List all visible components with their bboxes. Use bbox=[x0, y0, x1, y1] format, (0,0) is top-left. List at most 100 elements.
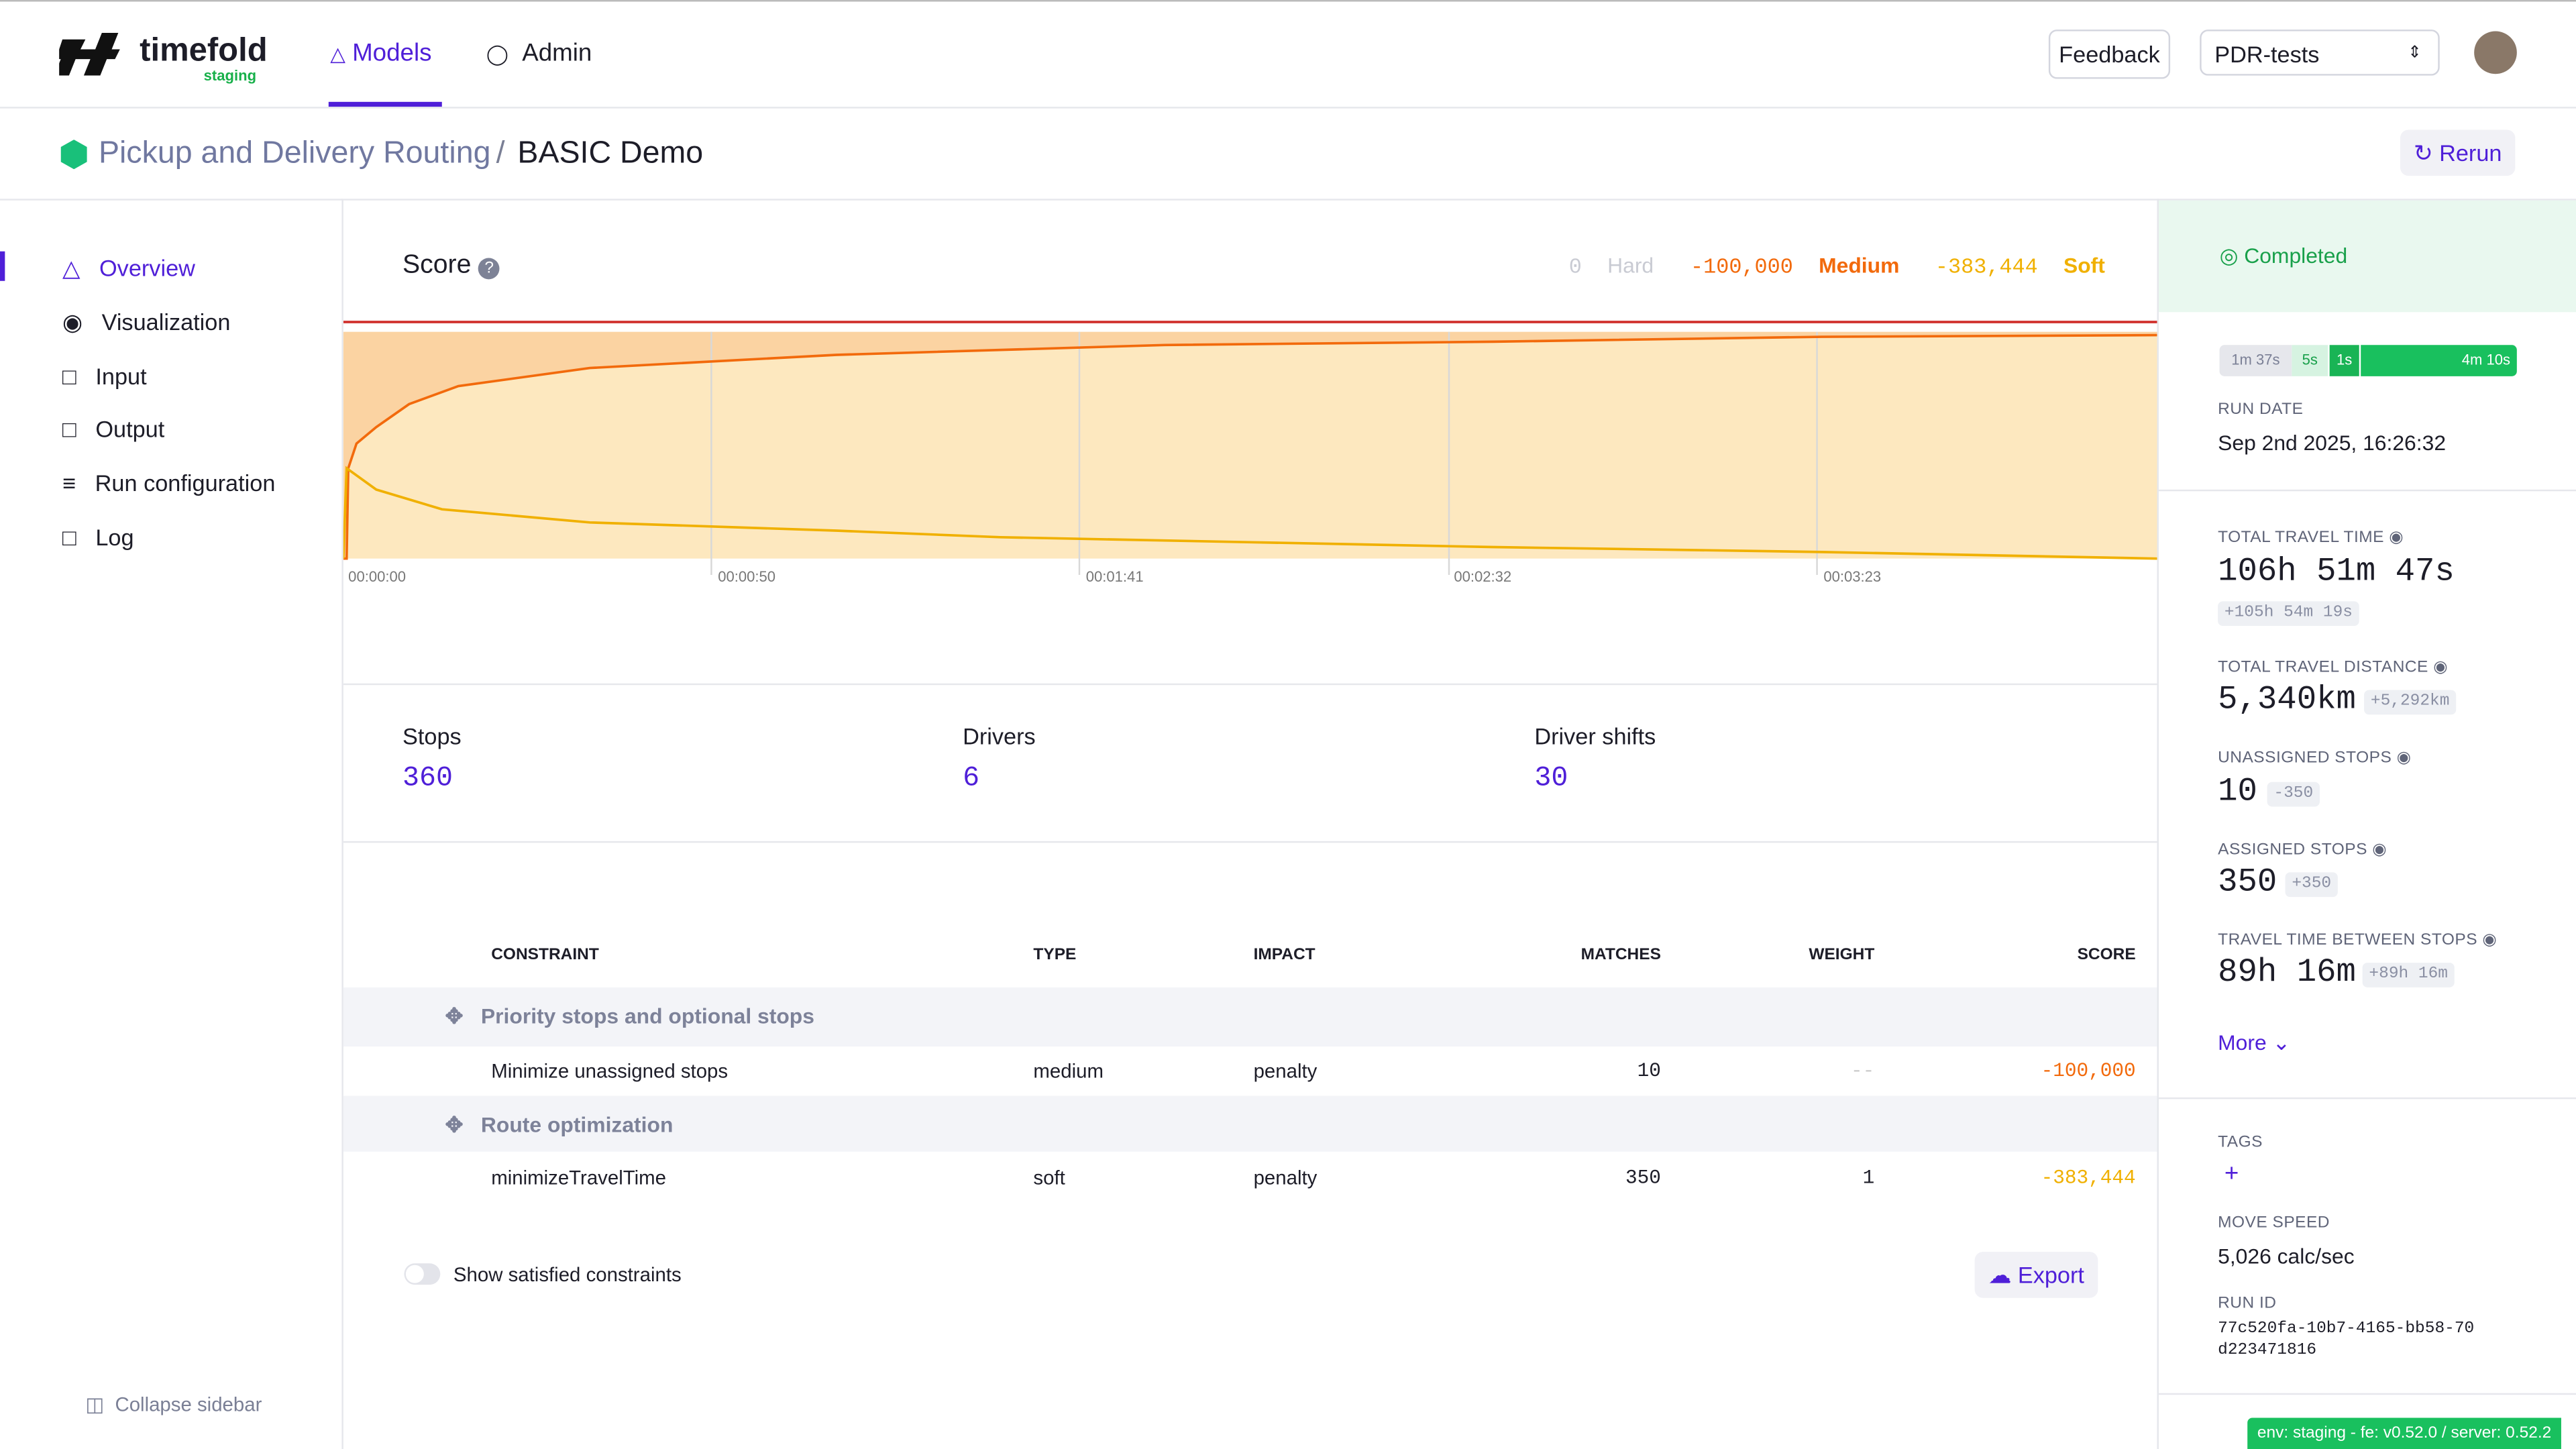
env-label: staging bbox=[203, 67, 257, 84]
decoration: ? bbox=[478, 258, 500, 280]
collapse-sidebar[interactable]: ◫ Collapse sidebar bbox=[85, 1393, 262, 1417]
breadcrumb-separator: / bbox=[496, 136, 505, 171]
column-header: MATCHES bbox=[1580, 946, 1661, 965]
text: TOTAL TRAVEL TIME bbox=[2218, 529, 2384, 547]
sidebar-item[interactable]: △ Overview bbox=[62, 254, 195, 281]
cell: minimizeTravelTime bbox=[491, 1166, 666, 1190]
decoration bbox=[343, 331, 2157, 559]
text: Priority stops and optional stops bbox=[480, 1004, 814, 1029]
active-indicator bbox=[0, 251, 5, 281]
text: Models bbox=[352, 39, 432, 68]
decoration bbox=[0, 107, 2576, 109]
decoration bbox=[343, 331, 2157, 559]
text: UNASSIGNED STOPS bbox=[2218, 749, 2392, 767]
text: Score bbox=[402, 251, 472, 280]
metric-label: TOTAL TRAVEL TIME ◉ bbox=[2218, 529, 2404, 547]
avatar[interactable] bbox=[2474, 31, 2517, 74]
decoration: ◯ bbox=[486, 42, 508, 66]
decoration bbox=[0, 0, 2576, 2]
more-button[interactable]: More ⌄ bbox=[2218, 1030, 2291, 1055]
cell: penalty bbox=[1253, 1059, 1318, 1083]
metric-label: TRAVEL TIME BETWEEN STOPS ◉ bbox=[2218, 931, 2498, 950]
metric-label: ASSIGNED STOPS ◉ bbox=[2218, 841, 2387, 859]
text: 0 bbox=[1568, 254, 1582, 280]
text: ASSIGNED STOPS bbox=[2218, 841, 2367, 859]
text: PDR-tests bbox=[2214, 41, 2320, 68]
stat-label: Driver shifts bbox=[1534, 722, 1656, 749]
metric-delta: +5,292km bbox=[2364, 690, 2457, 715]
x-tick-label: 00:00:00 bbox=[348, 568, 407, 585]
x-tick-label: 00:02:32 bbox=[1454, 568, 1512, 585]
text: More bbox=[2218, 1030, 2267, 1055]
decoration bbox=[2158, 1097, 2576, 1099]
rerun-button[interactable]: ↻ Rerun bbox=[2400, 129, 2516, 176]
cell: -383,444 bbox=[2041, 1166, 2136, 1190]
group-name[interactable]: ✥ Priority stops and optional stops bbox=[445, 1004, 814, 1029]
env-badge: env: staging - fe: v0.52.0 / server: 0.5… bbox=[2247, 1417, 2561, 1449]
cell: Minimize unassigned stops bbox=[491, 1059, 729, 1083]
run-id: 77c520fa-10b7-4165-bb58-70d223471816 bbox=[2218, 1320, 2475, 1360]
decoration bbox=[710, 331, 1818, 576]
toggle[interactable] bbox=[404, 1263, 441, 1285]
metric-label: TOTAL TRAVEL DISTANCE ◉ bbox=[2218, 659, 2449, 677]
text: Rerun bbox=[2439, 140, 2502, 166]
stat-value: 30 bbox=[1534, 763, 1568, 796]
score-title: Score ? bbox=[402, 252, 500, 281]
export-button[interactable]: ☁ Export bbox=[1974, 1252, 2098, 1298]
text: 1s bbox=[2329, 345, 2359, 376]
group-row bbox=[343, 987, 2157, 1047]
cell: medium bbox=[1033, 1059, 1104, 1083]
metric-value: 106h 51m 47s bbox=[2218, 553, 2455, 592]
decoration bbox=[343, 466, 2157, 560]
feedback-button[interactable]: Feedback bbox=[2048, 30, 2171, 79]
project-select[interactable]: PDR-tests ⇕ bbox=[2200, 30, 2440, 76]
add-tag[interactable]: + bbox=[2224, 1159, 2239, 1188]
medium-score: -100,000 Medium bbox=[1690, 253, 1899, 279]
field-label: MOVE SPEED bbox=[2218, 1214, 2330, 1232]
cell: -- bbox=[1851, 1059, 1875, 1083]
run-date: Sep 2nd 2025, 16:26:32 bbox=[2218, 430, 2447, 455]
nav-models[interactable]: △ Models bbox=[330, 40, 431, 68]
text: TOTAL TRAVEL DISTANCE bbox=[2218, 659, 2428, 677]
text: -100,000 bbox=[1690, 254, 1793, 280]
decoration bbox=[59, 32, 120, 76]
sidebar-item[interactable]: □ Log bbox=[62, 524, 134, 551]
text: 5s bbox=[2292, 345, 2328, 376]
group-name[interactable]: ✥ Route optimization bbox=[445, 1112, 674, 1137]
column-header: TYPE bbox=[1033, 946, 1077, 965]
decoration bbox=[343, 683, 2157, 686]
hard-score: 0 Hard bbox=[1569, 253, 1654, 279]
text: Run configuration bbox=[95, 470, 276, 496]
text: Visualization bbox=[101, 309, 231, 335]
decoration bbox=[2158, 489, 2576, 492]
decoration bbox=[0, 199, 2576, 201]
decoration bbox=[2157, 199, 2159, 1449]
decoration bbox=[2158, 1393, 2576, 1395]
cell: penalty bbox=[1253, 1166, 1318, 1190]
text: Collapse sidebar bbox=[115, 1393, 262, 1417]
nav-admin[interactable]: ◯ Admin bbox=[486, 40, 592, 68]
text: TRAVEL TIME BETWEEN STOPS bbox=[2218, 931, 2478, 950]
breadcrumb-run: BASIC Demo bbox=[517, 136, 704, 171]
sidebar-item[interactable]: □ Input bbox=[62, 363, 147, 390]
brand: timefold bbox=[140, 32, 268, 69]
stat-value: 6 bbox=[963, 763, 980, 796]
sidebar-item[interactable]: □ Output bbox=[62, 415, 165, 442]
cell: 1 bbox=[1862, 1166, 1875, 1190]
sidebar-item[interactable]: ◉ Visualization bbox=[62, 309, 231, 335]
metric-value: 5,340km bbox=[2218, 682, 2356, 720]
text: 4m 10s bbox=[2361, 345, 2517, 376]
breadcrumb-model[interactable]: Pickup and Delivery Routing bbox=[98, 136, 491, 171]
stat-label: Stops bbox=[402, 722, 462, 749]
field-label: RUN ID bbox=[2218, 1294, 2277, 1313]
metric-label: UNASSIGNED STOPS ◉ bbox=[2218, 749, 2412, 767]
cell: 350 bbox=[1625, 1166, 1661, 1190]
sidebar-item[interactable]: ≡ Run configuration bbox=[62, 470, 276, 496]
text: Admin bbox=[522, 39, 592, 68]
metric-value: 10 bbox=[2218, 773, 2257, 812]
soft-score: -383,444 Soft bbox=[1935, 253, 2105, 279]
nav-underline bbox=[328, 101, 442, 107]
text: Log bbox=[95, 524, 134, 551]
